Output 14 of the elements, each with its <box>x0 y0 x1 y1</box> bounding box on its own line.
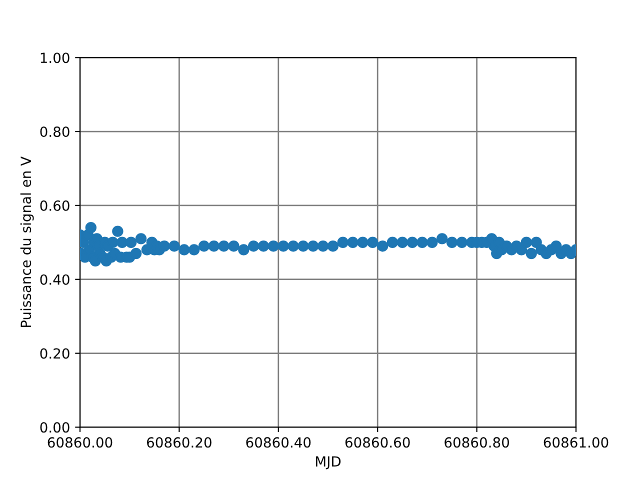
y-tick-label: 0.60 <box>40 200 70 211</box>
y-tick-label: 1.00 <box>40 52 70 64</box>
x-tick-label: 60860.20 <box>147 437 212 448</box>
y-tick-label: 0.20 <box>40 348 70 359</box>
x-tick-label: 60860.40 <box>246 437 311 448</box>
x-tick-label: 60860.00 <box>48 437 112 448</box>
y-axis-title: Puissance du signal en V <box>20 156 34 328</box>
x-tick-label: 60860.60 <box>345 437 410 448</box>
x-axis-title: MJD <box>316 456 341 470</box>
y-tick-label: 0.00 <box>40 422 70 433</box>
x-tick-label: 60861.00 <box>544 437 608 448</box>
y-tick-label: 0.40 <box>40 274 70 285</box>
y-tick-label: 0.80 <box>40 126 70 137</box>
x-tick-label: 60860.80 <box>444 437 510 448</box>
